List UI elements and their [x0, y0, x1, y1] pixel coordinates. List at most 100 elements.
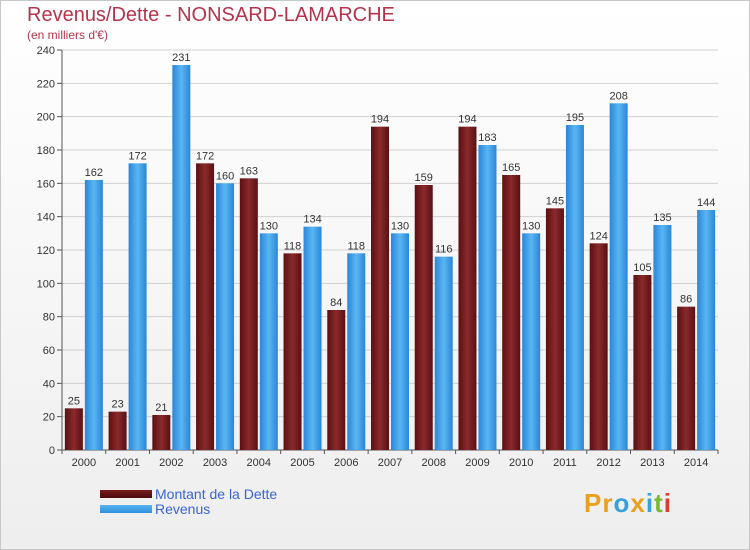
logo-letter: t: [654, 488, 664, 518]
bar-dette: [414, 185, 433, 450]
data-label-revenus: 183: [478, 132, 496, 144]
x-tick-label: 2011: [553, 457, 577, 469]
data-label-dette: 105: [633, 262, 651, 274]
bar-dette: [458, 126, 477, 451]
data-label-dette: 124: [589, 230, 607, 242]
bar-dette: [196, 163, 215, 451]
y-tick-label: 160: [37, 178, 55, 190]
data-label-dette: 118: [284, 240, 302, 252]
logo-letter: r: [602, 488, 614, 518]
x-tick-label: 2001: [115, 457, 139, 469]
legend-swatch-revenus: [100, 505, 152, 513]
data-label-revenus: 135: [653, 212, 671, 224]
chart-subtitle: (en milliers d'€): [27, 28, 108, 42]
bar-revenus: [84, 180, 103, 450]
data-label-dette: 165: [502, 162, 520, 174]
bar-revenus: [172, 65, 191, 450]
x-tick-label: 2012: [596, 457, 620, 469]
x-tick-label: 2013: [640, 457, 664, 469]
bar-dette: [371, 126, 389, 451]
data-label-dette: 172: [196, 150, 214, 162]
data-label-revenus: 130: [391, 220, 409, 232]
x-tick-label: 2007: [378, 457, 402, 469]
data-label-dette: 86: [680, 294, 692, 306]
x-tick-label: 2009: [465, 457, 489, 469]
x-tick-label: 2002: [159, 457, 183, 469]
bar-revenus: [128, 163, 147, 451]
x-tick-label: 2008: [421, 457, 445, 469]
logo-letter: P: [584, 488, 603, 518]
legend-label-dette: Montant de la Dette: [155, 486, 278, 502]
bar-dette: [239, 178, 258, 451]
x-tick-label: 2004: [247, 457, 271, 469]
bar-dette: [502, 175, 521, 450]
x-tick-label: 2000: [72, 457, 96, 469]
y-tick-label: 220: [37, 78, 55, 90]
bar-dette: [545, 208, 564, 450]
bar-revenus: [522, 233, 541, 450]
bar-dette: [108, 411, 127, 450]
x-tick-label: 2010: [509, 457, 533, 469]
y-tick-label: 180: [37, 145, 55, 157]
data-label-dette: 194: [458, 114, 476, 126]
data-label-dette: 84: [330, 297, 342, 309]
data-label-revenus: 118: [347, 240, 365, 252]
bar-dette: [589, 243, 608, 450]
logo-letter: o: [613, 488, 631, 518]
bar-revenus: [434, 256, 453, 450]
data-label-revenus: 160: [216, 170, 234, 182]
x-tick-label: 2003: [203, 457, 227, 469]
bar-dette: [64, 408, 83, 450]
y-tick-label: 240: [37, 45, 55, 57]
bar-dette: [677, 306, 696, 450]
chart-title: Revenus/Dette - NONSARD-LAMARCHE: [27, 4, 395, 26]
bar-dette: [152, 415, 171, 450]
bar-revenus: [391, 233, 409, 450]
data-label-dette: 159: [415, 172, 433, 184]
data-label-revenus: 172: [128, 150, 146, 162]
data-label-revenus: 116: [435, 244, 453, 256]
x-tick-label: 2006: [334, 457, 358, 469]
y-tick-label: 20: [43, 412, 55, 424]
proxiti-logo: Proxiti: [584, 488, 672, 519]
bar-dette: [327, 310, 346, 450]
data-label-revenus: 195: [566, 112, 584, 124]
legend-swatch-dette: [100, 490, 152, 498]
y-tick-label: 120: [37, 245, 55, 257]
data-label-revenus: 144: [697, 197, 715, 209]
data-label-dette: 23: [111, 399, 123, 411]
y-tick-label: 80: [43, 312, 55, 324]
bar-revenus: [347, 253, 366, 450]
data-label-dette: 163: [240, 165, 258, 177]
bar-revenus: [653, 225, 672, 450]
y-tick-label: 60: [43, 345, 55, 357]
logo-letter: i: [645, 488, 655, 518]
data-label-revenus: 130: [260, 220, 278, 232]
y-tick-label: 100: [37, 278, 55, 290]
y-tick-label: 200: [37, 112, 55, 124]
bar-revenus: [303, 226, 322, 450]
bar-revenus: [697, 210, 716, 450]
bar-revenus: [478, 145, 497, 450]
data-label-revenus: 134: [303, 214, 321, 226]
data-label-dette: 21: [155, 402, 167, 414]
logo-letter: x: [630, 488, 646, 518]
data-label-revenus: 130: [522, 220, 540, 232]
data-label-revenus: 208: [609, 90, 627, 102]
bar-dette: [283, 253, 302, 450]
data-label-revenus: 231: [172, 52, 190, 64]
logo-letter: i: [663, 488, 672, 518]
bar-revenus: [609, 103, 628, 450]
x-tick-label: 2014: [684, 457, 708, 469]
bar-dette: [633, 275, 652, 450]
y-tick-label: 40: [43, 378, 55, 390]
bar-revenus: [565, 125, 584, 450]
x-tick-label: 2005: [290, 457, 314, 469]
bar-revenus: [259, 233, 278, 450]
y-tick-label: 0: [49, 445, 55, 457]
bar-revenus: [216, 183, 235, 451]
data-label-dette: 145: [546, 195, 564, 207]
legend-label-revenus: Revenus: [155, 501, 211, 517]
data-label-dette: 194: [371, 114, 389, 126]
